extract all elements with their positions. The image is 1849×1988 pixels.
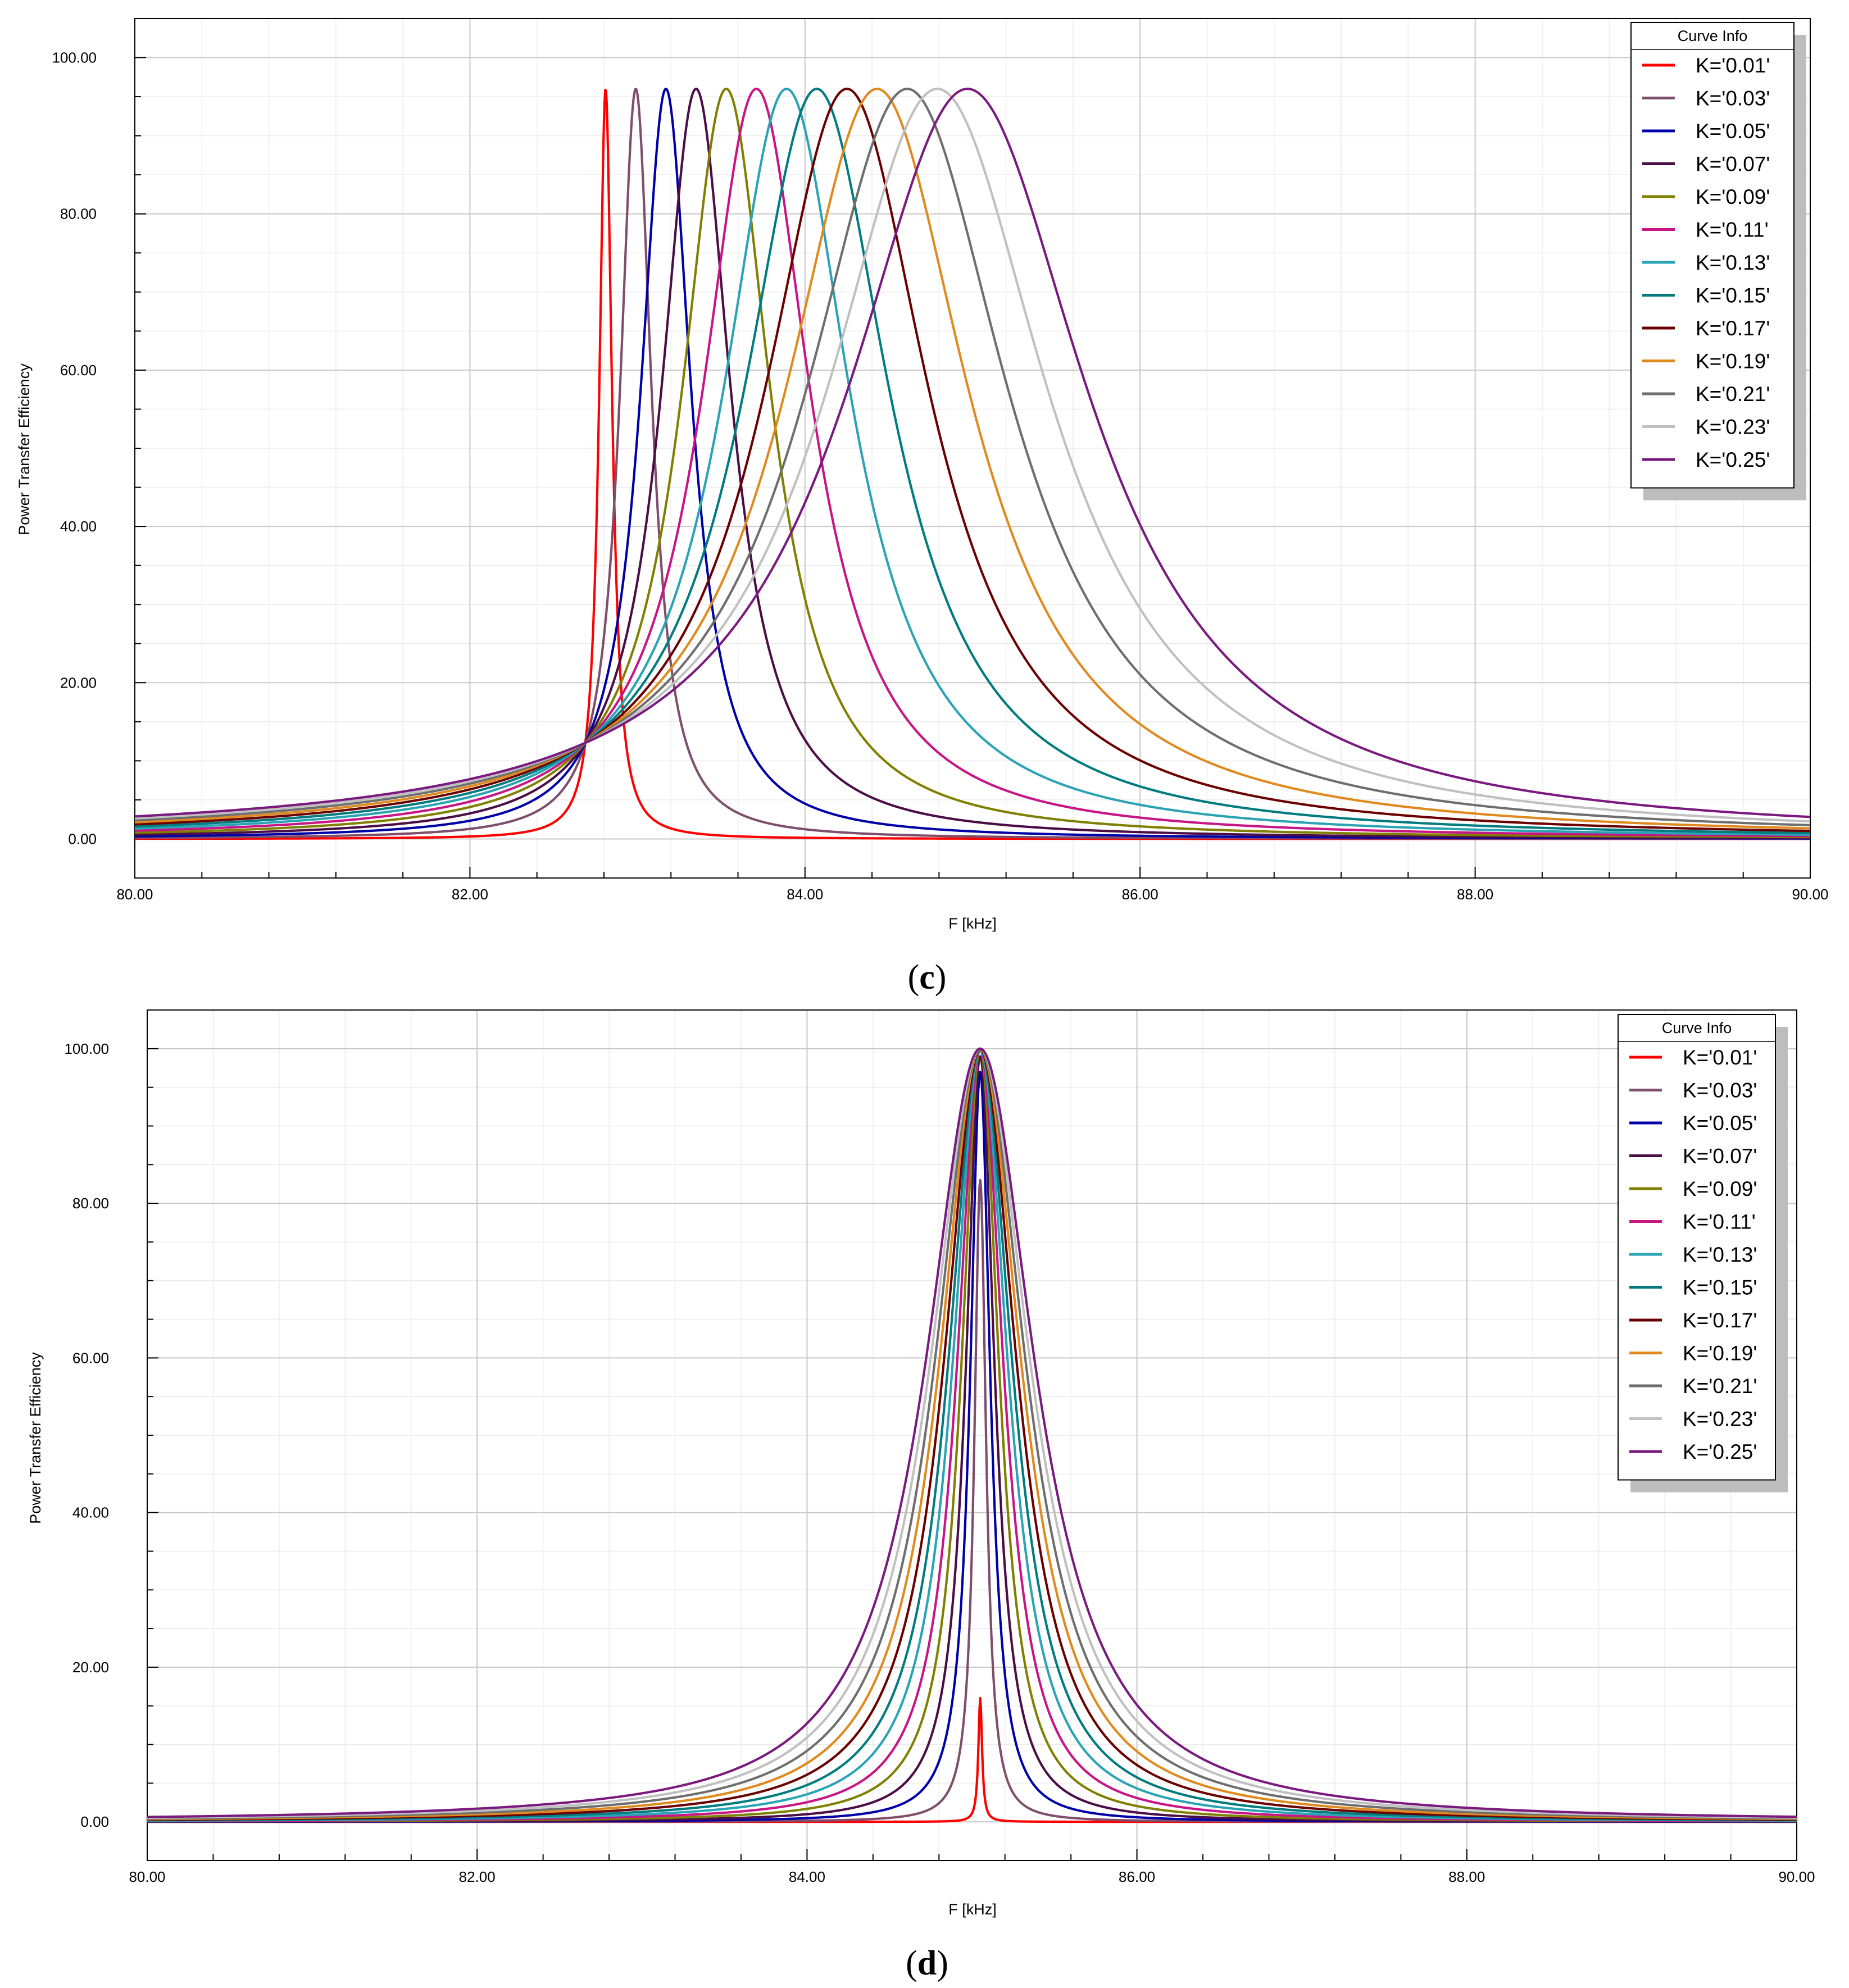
legend-entry: K='0.01' [1683, 1046, 1757, 1069]
x-tick-label: 88.00 [1457, 886, 1493, 903]
legend-entry: K='0.15' [1696, 284, 1770, 307]
y-tick-label: 20.00 [60, 674, 97, 691]
caption-paren-open: ( [908, 958, 920, 997]
caption-paren-close: ) [935, 958, 947, 997]
x-tick-label: 80.00 [129, 1868, 165, 1885]
axis-ticks [134, 18, 1811, 879]
series-line-k-0-07 [135, 88, 1810, 839]
series-group [135, 88, 1810, 840]
y-tick-label: 40.00 [72, 1504, 109, 1521]
y-tick-label: 0.00 [80, 1813, 109, 1830]
panel-caption: (c) [908, 958, 947, 997]
series-line-k-0-25 [147, 1047, 1797, 1818]
legend-entry: K='0.21' [1696, 383, 1770, 406]
legend-entry: K='0.19' [1683, 1342, 1757, 1365]
x-tick-label: 84.00 [789, 1868, 825, 1885]
legend-title: Curve Info [1662, 1020, 1732, 1036]
y-tick-label: 80.00 [60, 206, 97, 222]
caption-paren-open: ( [906, 1944, 917, 1982]
legend-box [1618, 1014, 1776, 1481]
series-line-k-0-13 [135, 88, 1810, 836]
chart-panel-c: 80.00 82.00 84.00 86.00 88.00 90.00 0.00 20.00 4… [16, 18, 1829, 997]
legend-box [1630, 22, 1795, 489]
legend-entry: K='0.11' [1696, 219, 1769, 242]
x-tick-label: 84.00 [787, 886, 823, 903]
legend-entry: K='0.17' [1696, 317, 1770, 340]
series-line-k-0-21 [135, 88, 1810, 827]
legend-entry: K='0.11' [1683, 1211, 1756, 1234]
legend-entry: K='0.23' [1696, 416, 1770, 439]
series-line-k-0-09 [135, 88, 1810, 839]
series-line-k-0-11 [135, 88, 1810, 838]
legend-entry: K='0.25' [1683, 1440, 1757, 1463]
legend-entry: K='0.13' [1696, 251, 1770, 274]
legend-entry: K='0.19' [1696, 350, 1770, 373]
x-tick-label: 90.00 [1778, 1868, 1815, 1885]
series-group [147, 1047, 1797, 1823]
y-tick-label: 0.00 [68, 830, 97, 847]
legend-entry: K='0.21' [1683, 1375, 1757, 1398]
legend-entry: K='0.09' [1696, 185, 1770, 208]
legend: Curve Info K='0.01' K='0.03' K='0.05' K='0.0… [1630, 22, 1806, 501]
x-tick-label: 88.00 [1448, 1868, 1485, 1885]
x-axis-label: F [kHz] [948, 1901, 997, 1918]
x-tick-label: 90.00 [1792, 886, 1828, 903]
series-line-k-0-17 [135, 88, 1810, 832]
legend-entry: K='0.03' [1696, 87, 1770, 110]
legend-entry: K='0.15' [1683, 1276, 1757, 1299]
y-axis-label: Power Transfer Efficiency [16, 363, 33, 535]
legend-entry: K='0.13' [1683, 1243, 1757, 1266]
legend: Curve Info K='0.01' K='0.03' K='0.05' K='0.0… [1618, 1014, 1788, 1493]
x-tick-label: 82.00 [459, 1868, 496, 1885]
series-line-k-0-15 [135, 88, 1810, 834]
caption-paren-close: ) [937, 1944, 948, 1982]
legend-entry: K='0.05' [1683, 1112, 1757, 1135]
legend-entry: K='0.23' [1683, 1408, 1757, 1431]
series-line-k-0-25 [135, 88, 1810, 818]
legend-title: Curve Info [1678, 28, 1748, 44]
y-tick-label: 100.00 [52, 49, 97, 66]
x-tick-label: 86.00 [1119, 1868, 1155, 1885]
y-tick-label: 80.00 [72, 1195, 109, 1212]
legend-entry: K='0.25' [1696, 448, 1770, 471]
x-axis-label: F [kHz] [948, 915, 997, 932]
chart-panel-d: 80.00 82.00 84.00 86.00 88.00 90.00 0.00 20.00 4… [27, 1009, 1815, 1982]
y-axis-label: Power Transfer Efficiency [27, 1352, 44, 1524]
x-tick-label: 86.00 [1122, 886, 1159, 903]
legend-entry: K='0.09' [1683, 1177, 1757, 1200]
caption-letter: d [917, 1944, 937, 1982]
axis-ticks [147, 1009, 1797, 1861]
x-tick-label: 80.00 [116, 886, 153, 903]
series-line-k-0-19 [135, 88, 1810, 830]
y-tick-label: 100.00 [64, 1040, 109, 1057]
x-tick-label: 82.00 [452, 886, 488, 903]
legend-entry: K='0.05' [1696, 120, 1770, 143]
legend-entry: K='0.17' [1683, 1309, 1757, 1332]
y-tick-label: 40.00 [60, 518, 97, 535]
legend-entry: K='0.03' [1683, 1079, 1757, 1102]
caption-letter: c [919, 958, 935, 997]
legend-entry: K='0.07' [1696, 153, 1770, 176]
legend-entry: K='0.07' [1683, 1145, 1757, 1168]
y-tick-label: 60.00 [72, 1349, 109, 1366]
y-tick-label: 20.00 [72, 1659, 109, 1676]
panel-caption: (d) [906, 1944, 948, 1982]
y-tick-label: 60.00 [60, 362, 97, 379]
legend-entry: K='0.01' [1696, 54, 1770, 77]
series-line-k-0-23 [135, 88, 1810, 823]
